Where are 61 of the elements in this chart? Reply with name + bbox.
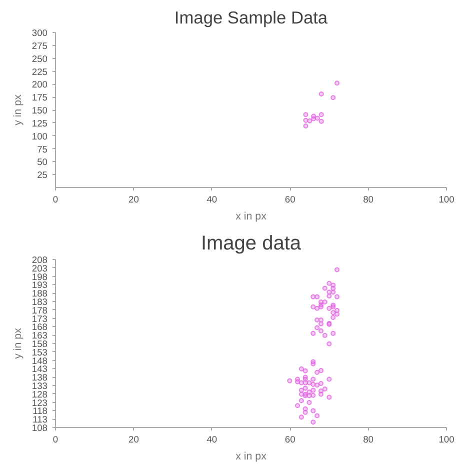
y-tick-label: 173 bbox=[32, 314, 48, 324]
y-tick-label: 183 bbox=[32, 297, 48, 307]
point bbox=[318, 91, 324, 96]
y-tick-label: 225 bbox=[32, 66, 48, 77]
y-tick-label: 143 bbox=[32, 364, 48, 374]
x-tick-label: 20 bbox=[128, 434, 139, 444]
y-tick-label: 138 bbox=[32, 372, 48, 383]
y-tick-label: 128 bbox=[32, 389, 48, 400]
y-tick-label: 133 bbox=[32, 381, 48, 391]
y-axis-title: y in px bbox=[12, 327, 24, 359]
point bbox=[318, 112, 324, 118]
y-tick-label: 118 bbox=[32, 406, 48, 416]
x-tick-label: 60 bbox=[284, 434, 296, 444]
y-tick-label: 153 bbox=[32, 347, 48, 358]
chart-title: Image data bbox=[200, 232, 302, 254]
y-tick-label: 75 bbox=[37, 144, 48, 154]
y-tick-label: 300 bbox=[32, 28, 48, 38]
point bbox=[303, 112, 308, 118]
y-tick-label: 163 bbox=[32, 330, 48, 341]
x-tick-label: 100 bbox=[438, 434, 454, 444]
x-axis-title: x in px bbox=[236, 450, 268, 462]
y-tick-label: 25 bbox=[37, 170, 48, 180]
y-tick-label: 198 bbox=[32, 272, 48, 282]
y-tick-label: 188 bbox=[32, 288, 48, 299]
y-tick-label: 158 bbox=[32, 339, 48, 349]
x-axis-title: x in px bbox=[236, 210, 268, 222]
point bbox=[318, 118, 324, 124]
point bbox=[303, 118, 308, 123]
y-tick-label: 113 bbox=[32, 414, 48, 425]
x-tick-label: 20 bbox=[128, 194, 139, 204]
y-tick-label: 200 bbox=[32, 80, 48, 90]
y-tick-label: 148 bbox=[32, 356, 48, 366]
y-tick-label: 208 bbox=[32, 255, 48, 265]
y-tick-label: 100 bbox=[32, 131, 48, 142]
y-tick-label: 203 bbox=[32, 263, 48, 274]
x-tick-label: 0 bbox=[52, 194, 58, 204]
y-tick-label: 250 bbox=[32, 54, 48, 64]
point bbox=[314, 116, 320, 121]
x-tick-label: 100 bbox=[438, 194, 454, 204]
y-tick-label: 275 bbox=[32, 40, 48, 51]
y-tick-label: 123 bbox=[32, 398, 48, 408]
x-tick-label: 0 bbox=[52, 434, 58, 444]
x-tick-label: 40 bbox=[206, 434, 218, 444]
point bbox=[334, 80, 340, 86]
point bbox=[307, 118, 312, 124]
y-axis-title: y in px bbox=[12, 94, 24, 126]
y-tick-label: 175 bbox=[32, 92, 48, 103]
x-tick-label: 80 bbox=[363, 194, 374, 204]
x-tick-label: 40 bbox=[206, 194, 218, 204]
y-tick-label: 193 bbox=[32, 280, 48, 290]
point bbox=[303, 124, 308, 129]
y-tick-label: 108 bbox=[32, 423, 48, 433]
y-tick-label: 125 bbox=[32, 118, 48, 128]
x-tick-label: 60 bbox=[284, 194, 296, 204]
chart-title: Image Sample Data bbox=[174, 8, 328, 28]
y-tick-label: 150 bbox=[32, 106, 48, 116]
y-tick-label: 178 bbox=[32, 305, 48, 316]
x-tick-label: 80 bbox=[363, 434, 374, 444]
point bbox=[330, 95, 336, 100]
y-tick-label: 168 bbox=[32, 322, 48, 332]
y-tick-label: 50 bbox=[37, 157, 48, 168]
